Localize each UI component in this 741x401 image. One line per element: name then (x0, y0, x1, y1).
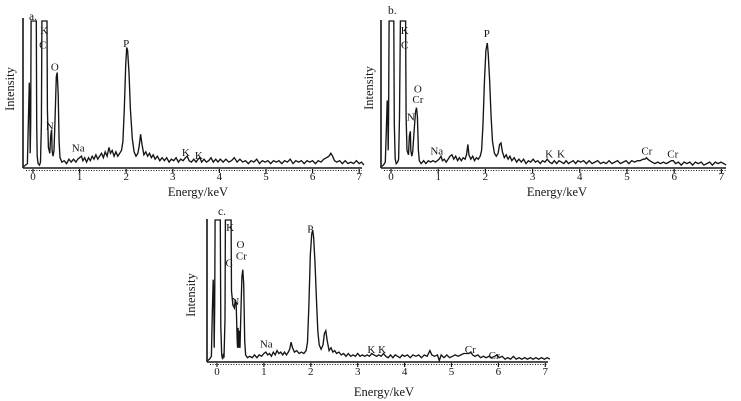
element-label-k: K (401, 25, 409, 37)
element-label-cr: Cr (667, 148, 678, 160)
element-label-p: P (484, 28, 490, 40)
element-label-k: K (40, 25, 48, 37)
element-label-c: C (39, 40, 46, 52)
element-label-k: K (182, 147, 190, 159)
element-label-na: Na (72, 142, 85, 154)
element-label-cr: Cr (412, 94, 423, 106)
x-tick-label: 4 (577, 171, 583, 183)
x-tick-label: 1 (435, 171, 441, 183)
x-tick-label: 4 (402, 366, 408, 378)
x-tick-label: 1 (77, 171, 83, 183)
element-label-cr: Cr (236, 251, 247, 263)
spectrum-curve (207, 219, 551, 363)
element-label-k: K (378, 344, 386, 356)
x-tick-label: 2 (308, 366, 314, 378)
element-label-n: N (231, 296, 239, 308)
x-tick-label: 7 (719, 171, 725, 183)
x-tick-label: 2 (123, 171, 129, 183)
spectrum-curve (381, 20, 727, 168)
element-label-c: C (401, 40, 408, 52)
x-tick-label: 1 (261, 366, 267, 378)
x-tick-label: 7 (543, 366, 549, 378)
element-label-p: P (307, 224, 313, 236)
element-label-na: Na (430, 145, 443, 157)
element-label-k: K (195, 150, 203, 162)
panel-letter: b. (388, 5, 397, 17)
spectrum-curve (23, 20, 365, 168)
x-tick-label: 5 (624, 171, 630, 183)
element-label-na: Na (260, 339, 273, 351)
x-axis-title: Energy/keV (168, 185, 228, 199)
element-label-n: N (46, 120, 54, 132)
x-tick-label: 3 (355, 366, 361, 378)
element-label-n: N (407, 112, 415, 124)
x-tick-label: 5 (263, 171, 269, 183)
x-tick-label: 3 (170, 171, 176, 183)
x-tick-label: 0 (214, 366, 220, 378)
element-label-k: K (367, 344, 375, 356)
y-axis-title: Intensity (362, 65, 376, 109)
element-label-cr: Cr (489, 350, 500, 362)
element-label-c: C (226, 258, 233, 270)
element-label-p: P (123, 38, 129, 50)
element-label-cr: Cr (465, 344, 476, 356)
y-axis-title: Intensity (3, 66, 17, 110)
x-tick-label: 6 (496, 366, 502, 378)
element-label-o: O (51, 62, 59, 74)
x-tick-label: 3 (530, 171, 536, 183)
element-label-k: K (545, 148, 553, 160)
x-axis-title: Energy/keV (354, 385, 414, 399)
y-axis-title: Intensity (184, 272, 198, 316)
x-axis-title: Energy/keV (527, 185, 587, 199)
x-tick-label: 6 (310, 171, 316, 183)
element-label-o: O (236, 239, 244, 251)
x-tick-label: 7 (356, 171, 362, 183)
element-label-k: K (226, 222, 234, 234)
panel-letter: a. (29, 11, 37, 23)
x-tick-label: 6 (671, 171, 677, 183)
element-label-k: K (557, 148, 565, 160)
panel-letter: c. (218, 206, 226, 218)
x-tick-label: 4 (217, 171, 223, 183)
x-tick-label: 0 (30, 171, 36, 183)
element-label-cr: Cr (641, 145, 652, 157)
x-tick-label: 0 (388, 171, 394, 183)
x-tick-label: 5 (449, 366, 455, 378)
x-tick-label: 2 (483, 171, 489, 183)
element-label-o: O (414, 84, 422, 96)
